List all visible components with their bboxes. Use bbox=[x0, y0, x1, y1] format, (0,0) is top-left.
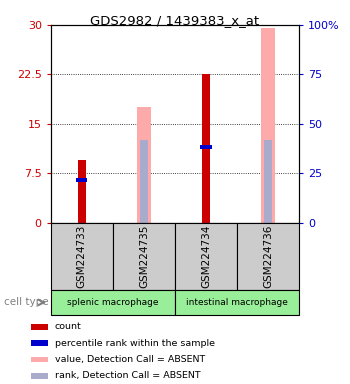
Text: splenic macrophage: splenic macrophage bbox=[67, 298, 159, 307]
Bar bbox=[31, 340, 48, 346]
Text: GDS2982 / 1439383_x_at: GDS2982 / 1439383_x_at bbox=[90, 14, 260, 27]
Bar bbox=[113, 223, 175, 290]
Bar bbox=[175, 223, 237, 290]
Text: GSM224734: GSM224734 bbox=[201, 225, 211, 288]
Bar bbox=[51, 290, 175, 315]
Text: rank, Detection Call = ABSENT: rank, Detection Call = ABSENT bbox=[55, 371, 201, 380]
Text: GSM224736: GSM224736 bbox=[263, 225, 273, 288]
Bar bbox=[175, 290, 299, 315]
Bar bbox=[78, 160, 85, 223]
Bar bbox=[31, 357, 48, 362]
Bar bbox=[137, 108, 151, 223]
Text: value, Detection Call = ABSENT: value, Detection Call = ABSENT bbox=[55, 355, 205, 364]
Bar bbox=[264, 140, 272, 223]
Bar bbox=[201, 145, 212, 149]
Text: GSM224735: GSM224735 bbox=[139, 225, 149, 288]
Text: intestinal macrophage: intestinal macrophage bbox=[186, 298, 288, 307]
Bar bbox=[261, 28, 275, 223]
Bar bbox=[140, 140, 148, 223]
Text: count: count bbox=[55, 323, 82, 331]
Text: GSM224733: GSM224733 bbox=[77, 225, 87, 288]
Bar bbox=[51, 223, 113, 290]
Bar bbox=[31, 373, 48, 379]
Text: cell type: cell type bbox=[4, 297, 48, 308]
Bar bbox=[202, 74, 210, 223]
Bar bbox=[76, 178, 88, 182]
Text: percentile rank within the sample: percentile rank within the sample bbox=[55, 339, 215, 348]
Bar bbox=[31, 324, 48, 330]
Bar bbox=[237, 223, 299, 290]
